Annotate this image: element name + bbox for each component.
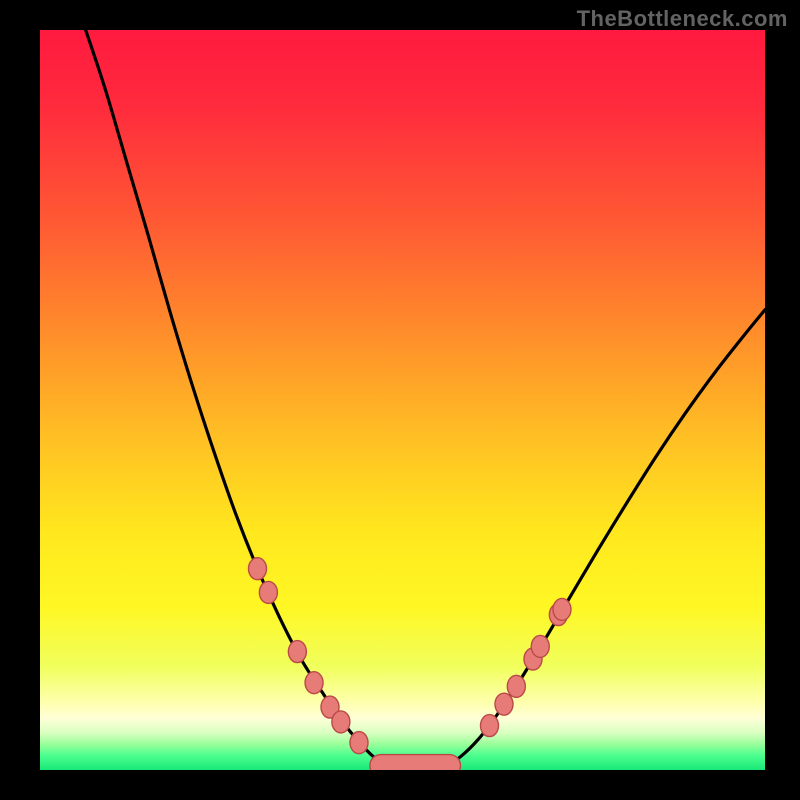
chart-frame: TheBottleneck.com (0, 0, 800, 800)
data-markers (40, 30, 765, 770)
watermark-text: TheBottleneck.com (577, 6, 788, 32)
plot-area (40, 30, 765, 770)
